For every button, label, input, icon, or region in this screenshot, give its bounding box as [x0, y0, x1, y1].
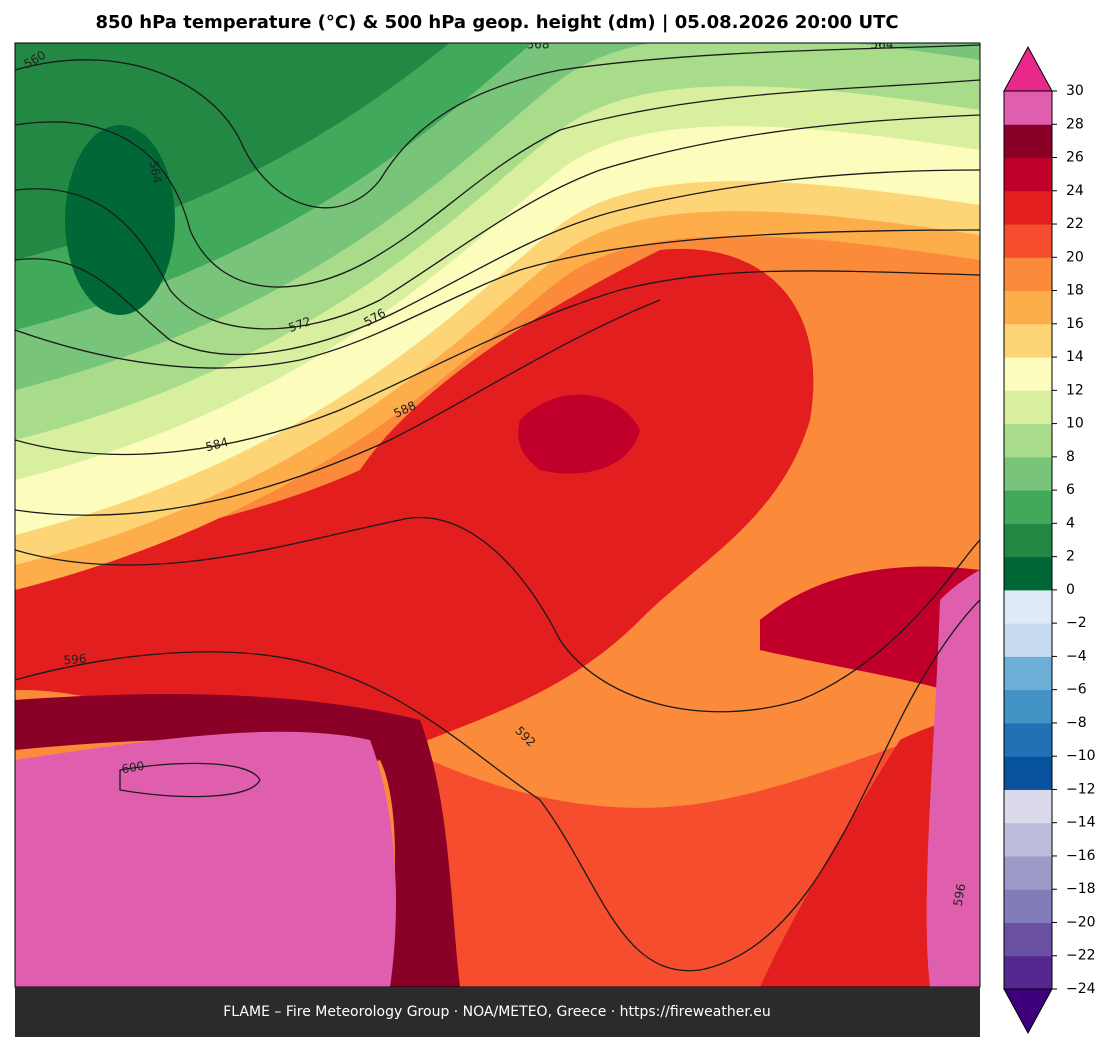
colorbar-tick-label: −8 [1066, 715, 1087, 731]
colorbar-bin [1004, 589, 1052, 624]
colorbar-bin [1004, 656, 1052, 691]
colorbar-bin [1004, 556, 1052, 591]
height-contour [15, 270, 980, 456]
colorbar-tick-label: −16 [1066, 848, 1096, 864]
contour-label: 568 [527, 38, 550, 52]
height-contour [15, 299, 661, 516]
height-contour [119, 762, 261, 798]
colorbar-bin [1004, 257, 1052, 292]
colorbar-bin [1004, 456, 1052, 491]
footer-bar [15, 987, 980, 1037]
colorbar-bin [1004, 756, 1052, 790]
colorbar-tick-label: −12 [1066, 781, 1096, 797]
colorbar-tick-label: 20 [1066, 249, 1084, 265]
footer-text: FLAME – Fire Meteorology Group · NOA/MET… [223, 1004, 771, 1020]
contour-label: 600 [120, 759, 145, 777]
colorbar-tick-label: 0 [1066, 582, 1075, 598]
temp-field [760, 566, 980, 700]
colorbar-tick-label: 8 [1066, 449, 1075, 465]
colorbar-tick-label: −4 [1066, 648, 1087, 664]
colorbar-bin [1004, 955, 1052, 990]
temp-field [15, 731, 396, 987]
colorbar-bin [1004, 357, 1052, 391]
colorbar-tick-label: 24 [1066, 183, 1084, 199]
map-title: 850 hPa temperature (°C) & 500 hPa geop.… [95, 12, 898, 33]
colorbar-bin [1004, 789, 1052, 824]
temp-field [15, 694, 460, 987]
contour-label: 596 [951, 882, 969, 907]
colorbar-bin [1004, 290, 1052, 325]
temp-field [15, 43, 980, 260]
colorbar-tick-label: −10 [1066, 748, 1096, 764]
temp-field [15, 248, 814, 772]
colorbar-tick-label: 26 [1066, 150, 1084, 166]
height-contour [15, 114, 980, 330]
colorbar-under [1003, 988, 1053, 1035]
colorbar-bin [1004, 390, 1052, 425]
colorbar-bin [1004, 157, 1052, 192]
colorbar-bin [1004, 889, 1052, 923]
colorbar-bin [1004, 855, 1052, 890]
colorbar-bin [1004, 323, 1052, 358]
colorbar-bin [1004, 922, 1052, 957]
contour-label: 584 [204, 435, 230, 454]
contour-label: 564 [871, 38, 894, 52]
colorbar-bin [1004, 224, 1052, 258]
colorbar-tick-label: 12 [1066, 382, 1084, 398]
height-contour [15, 229, 980, 369]
colorbar-tick-label: −24 [1066, 981, 1096, 997]
height-contour [15, 516, 980, 713]
colorbar-tick-label: 18 [1066, 283, 1084, 299]
height-contour [15, 44, 980, 209]
temp-field [760, 720, 980, 987]
colorbar-bin [1004, 523, 1052, 558]
colorbar-tick-label: 22 [1066, 216, 1084, 232]
colorbar: −24−22−20−18−16−14−12−10−8−6−4−202468101… [1003, 45, 1096, 1035]
colorbar-bin [1004, 822, 1052, 857]
colorbar-bin [1004, 124, 1052, 159]
colorbar-bin [1004, 490, 1052, 524]
colorbar-tick-label: −6 [1066, 682, 1087, 698]
colorbar-tick-label: −20 [1066, 914, 1096, 930]
colorbar-tick-label: −22 [1066, 948, 1096, 964]
colorbar-tick-label: 10 [1066, 416, 1084, 432]
colorbar-tick-label: 6 [1066, 482, 1075, 498]
height-contour [15, 599, 980, 972]
colorbar-bin [1004, 423, 1052, 458]
colorbar-frame [1003, 90, 1053, 990]
colorbar-bin [1004, 190, 1052, 225]
colorbar-bin [1004, 689, 1052, 724]
colorbar-tick-label: −2 [1066, 615, 1087, 631]
colorbar-tick-label: 2 [1066, 549, 1075, 565]
colorbar-bin [1004, 623, 1052, 657]
contour-label: 596 [63, 652, 87, 668]
colorbar-bin [1004, 91, 1052, 125]
colorbar-tick-label: 16 [1066, 316, 1084, 332]
temp-field [926, 570, 980, 987]
colorbar-over [1003, 45, 1053, 92]
colorbar-tick-label: −14 [1066, 815, 1096, 831]
colorbar-tick-label: 4 [1066, 515, 1075, 531]
colorbar-tick-label: 28 [1066, 116, 1084, 132]
contour-label: 564 [147, 159, 165, 184]
height-contour [15, 169, 980, 356]
colorbar-bin [1004, 722, 1052, 757]
height-contour [15, 79, 980, 288]
temp-field [518, 394, 640, 474]
colorbar-tick-label: 14 [1066, 349, 1084, 365]
colorbar-tick-label: 30 [1066, 83, 1084, 99]
colorbar-tick-label: −18 [1066, 881, 1096, 897]
